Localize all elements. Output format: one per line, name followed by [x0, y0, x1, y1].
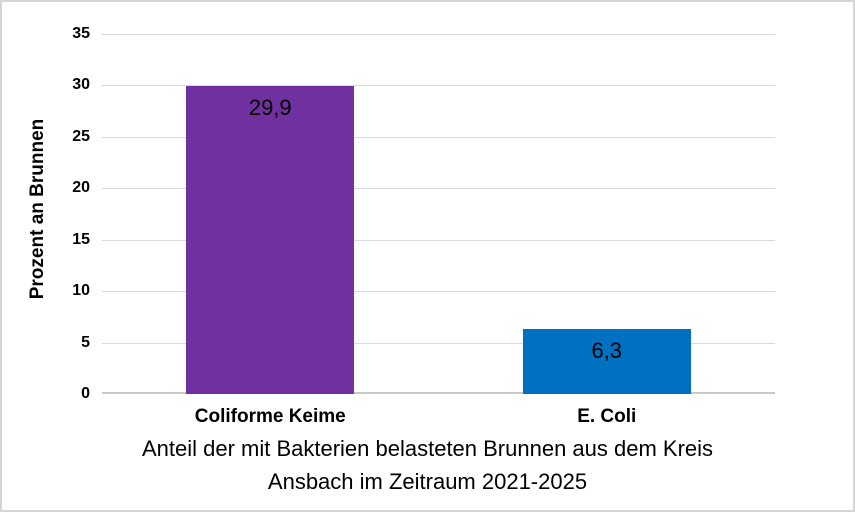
chart-title-line-2: Ansbach im Zeitraum 2021-2025: [267, 469, 588, 494]
gridline: [102, 343, 775, 344]
y-tick-label: 5: [81, 333, 90, 351]
bar-value-label: 6,3: [591, 338, 623, 364]
x-axis-category-label: Coliforme Keime: [194, 406, 346, 427]
gridline: [102, 240, 775, 241]
gridline: [102, 85, 775, 86]
y-tick-label: 15: [72, 230, 90, 248]
y-tick-label: 30: [72, 76, 90, 94]
y-tick-label: 0: [81, 385, 90, 402]
chart-title: Anteil der mit Bakterien belasteten Brun…: [2, 432, 853, 498]
bar-coliforme-keime: 29,9: [186, 86, 355, 394]
y-tick-label: 35: [72, 25, 90, 42]
x-axis-category-label: E. Coli: [577, 406, 637, 427]
bar-e-coli: 6,3: [522, 329, 691, 394]
bar-value-label: 29,9: [248, 95, 292, 121]
y-tick-label: 25: [72, 127, 90, 145]
gridline: [102, 34, 775, 35]
gridline: [102, 137, 775, 138]
chart-title-line-1: Anteil der mit Bakterien belasteten Brun…: [141, 436, 714, 461]
gridline: [102, 291, 775, 292]
x-axis-line: [102, 392, 775, 394]
y-tick-label: 20: [72, 179, 90, 197]
plot-area: 29,9 6,3: [102, 34, 775, 394]
gridline: [102, 188, 775, 189]
y-tick-label: 10: [72, 282, 90, 300]
